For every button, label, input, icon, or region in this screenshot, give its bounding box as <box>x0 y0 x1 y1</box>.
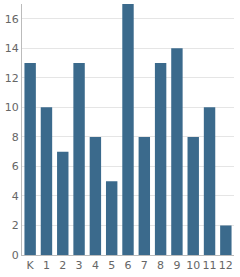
svg-text:4: 4 <box>12 190 19 203</box>
svg-text:10: 10 <box>5 101 19 114</box>
svg-text:12: 12 <box>5 72 19 85</box>
svg-text:16: 16 <box>5 13 19 26</box>
svg-text:K: K <box>27 259 35 272</box>
svg-text:5: 5 <box>108 259 115 272</box>
svg-text:0: 0 <box>12 249 19 262</box>
svg-text:11: 11 <box>203 259 217 272</box>
svg-text:14: 14 <box>5 42 19 55</box>
svg-text:3: 3 <box>76 259 83 272</box>
svg-text:6: 6 <box>125 259 132 272</box>
svg-text:8: 8 <box>157 259 164 272</box>
svg-text:4: 4 <box>92 259 99 272</box>
svg-text:7: 7 <box>141 259 148 272</box>
svg-text:10: 10 <box>186 259 200 272</box>
svg-text:6: 6 <box>12 160 19 173</box>
svg-text:9: 9 <box>173 259 180 272</box>
svg-text:8: 8 <box>12 131 19 144</box>
svg-text:12: 12 <box>219 259 233 272</box>
svg-text:2: 2 <box>59 259 66 272</box>
svg-text:1: 1 <box>43 259 50 272</box>
svg-text:2: 2 <box>12 219 19 232</box>
